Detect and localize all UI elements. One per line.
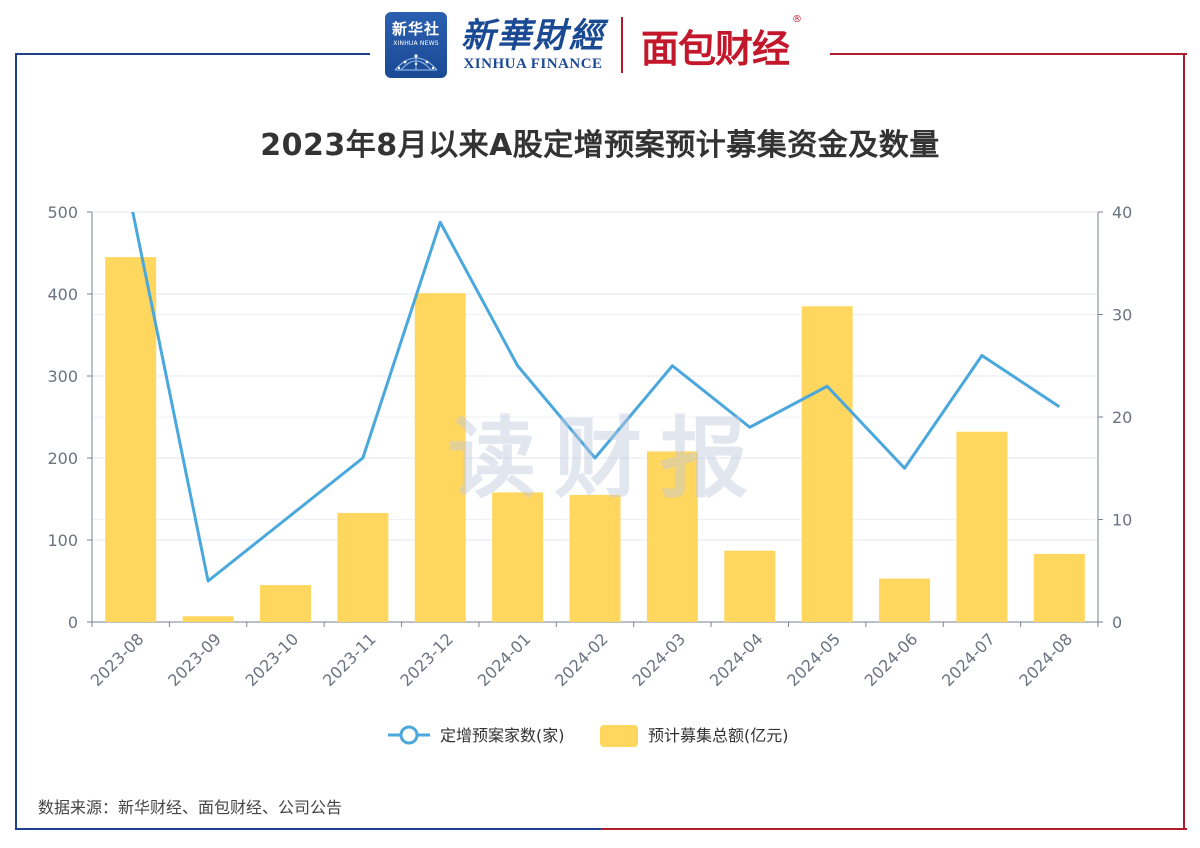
y-left-tick-label: 300	[47, 367, 78, 386]
bar	[646, 451, 698, 622]
frame-bottom-border	[15, 828, 1187, 830]
x-tick-label: 2024-03	[629, 629, 690, 690]
bar	[182, 616, 234, 622]
registered-mark: ®	[792, 13, 802, 25]
x-tick-label: 2024-07	[938, 629, 999, 690]
watermark-text: 读财报	[448, 406, 767, 510]
bar	[724, 550, 776, 622]
bar	[337, 512, 389, 622]
frame-right-border	[1183, 53, 1185, 830]
bar	[105, 257, 157, 622]
x-tick-label: 2024-05	[783, 629, 844, 690]
y-right-tick-label: 0	[1112, 613, 1122, 632]
series-line	[131, 212, 1061, 583]
x-tick-label: 2023-11	[319, 629, 380, 690]
bar	[1033, 553, 1085, 622]
bar	[569, 494, 621, 622]
partner-brand: 面包财经	[641, 26, 790, 71]
x-tick-label: 2024-01	[474, 629, 535, 690]
legend-line-point	[399, 725, 419, 745]
bar	[414, 293, 466, 622]
y-right-tick-label: 30	[1112, 306, 1132, 325]
bar	[801, 306, 853, 622]
bar	[956, 431, 1008, 622]
y-right-tick-label: 20	[1112, 408, 1132, 427]
xinhua-badge-cn: 新华社	[391, 20, 440, 38]
x-tick-label: 2024-06	[861, 629, 922, 690]
legend-bar-swatch	[600, 725, 638, 747]
frame-top-left-border	[15, 53, 370, 55]
globe-network-icon	[394, 54, 438, 71]
legend-bar-label: 预计募集总额(亿元)	[648, 726, 789, 745]
brand-en: XINHUA FINANCE	[463, 56, 603, 72]
brand-cn: 新華財經	[461, 16, 605, 56]
chart-title: 2023年8月以来A股定增预案预计募集资金及数量	[260, 128, 940, 163]
y-right-tick-label: 10	[1112, 511, 1132, 530]
frame-top-right-border	[830, 53, 1187, 55]
x-tick-label: 2024-08	[1015, 629, 1076, 690]
x-tick-label: 2023-08	[87, 629, 148, 690]
x-tick-label: 2023-10	[242, 629, 303, 690]
x-tick-label: 2024-04	[706, 629, 767, 690]
y-left-tick-label: 500	[47, 203, 78, 222]
y-left-tick-label: 400	[47, 285, 78, 304]
xinhua-badge-en: XINHUA NEWS	[393, 40, 439, 47]
y-left-tick-label: 0	[68, 613, 78, 632]
x-tick-label: 2024-02	[551, 629, 612, 690]
y-left-tick-label: 100	[47, 531, 78, 550]
legend-line-label: 定增预案家数(家)	[440, 726, 565, 745]
mianbao-finance-logo: 面包财经 ®	[641, 14, 802, 73]
brand-header: 新华社 XINHUA NEWS 新華財經 XINHUA FINANCE 面包财经…	[385, 10, 802, 80]
bar	[259, 585, 311, 622]
xinhua-finance-logo: 新華財經 XINHUA FINANCE	[461, 17, 605, 73]
y-right-tick-label: 40	[1112, 203, 1132, 222]
source-note: 数据来源：新华财经、面包财经、公司公告	[38, 798, 343, 817]
bar	[879, 578, 931, 622]
x-tick-label: 2023-09	[164, 629, 225, 690]
x-tick-label: 2023-12	[396, 629, 457, 690]
frame-left-border	[15, 53, 17, 830]
header-divider	[621, 17, 623, 73]
xinhua-news-logo: 新华社 XINHUA NEWS	[385, 12, 447, 78]
bar	[492, 492, 544, 622]
y-left-tick-label: 200	[47, 449, 78, 468]
